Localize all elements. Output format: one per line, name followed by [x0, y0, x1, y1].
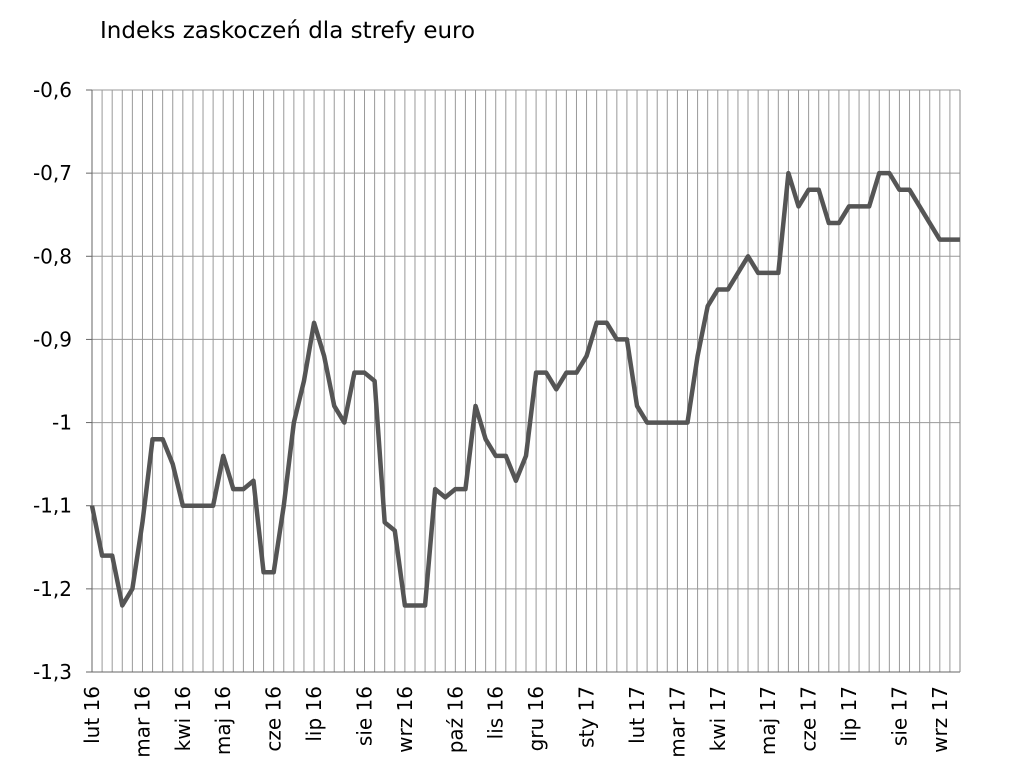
x-tick-label: gru 16: [524, 686, 548, 751]
y-tick-label: -0,6: [33, 78, 72, 102]
x-tick-label: cze 17: [797, 686, 821, 752]
y-tick-label: -1: [52, 411, 72, 435]
y-tick-label: -1,2: [33, 577, 72, 601]
x-tick-label: paź 16: [443, 686, 467, 753]
x-tick-label: sie 17: [887, 686, 911, 746]
x-tick-label: lip 16: [302, 686, 326, 742]
x-tick-label: lis 16: [484, 686, 508, 739]
x-tick-label: mar 17: [665, 686, 689, 758]
data-line: [89, 170, 960, 608]
x-tick-label: wrz 17: [928, 686, 952, 753]
x-tick-label: sie 16: [353, 686, 377, 746]
x-tick-label: wrz 16: [393, 686, 417, 753]
x-tick-label: kwi 17: [706, 686, 730, 751]
x-tick-label: sty 17: [575, 686, 599, 748]
y-tick-label: -1,1: [33, 494, 72, 518]
x-tick-label: maj 16: [211, 686, 235, 755]
y-tick-label: -0,7: [33, 161, 72, 185]
chart-title: Indeks zaskoczeń dla strefy euro: [100, 18, 475, 44]
x-tick-label: lut 16: [80, 686, 104, 744]
x-tick-label: kwi 16: [171, 686, 195, 751]
y-tick-label: -0,9: [33, 327, 72, 351]
x-tick-label: lip 17: [837, 686, 861, 742]
x-tick-label: mar 16: [130, 686, 154, 758]
y-tick-label: -1,3: [33, 660, 72, 684]
y-tick-label: -0,8: [33, 244, 72, 268]
x-tick-label: maj 17: [756, 686, 780, 755]
x-tick-label: cze 16: [262, 686, 286, 752]
x-tick-label: lut 17: [625, 686, 649, 744]
